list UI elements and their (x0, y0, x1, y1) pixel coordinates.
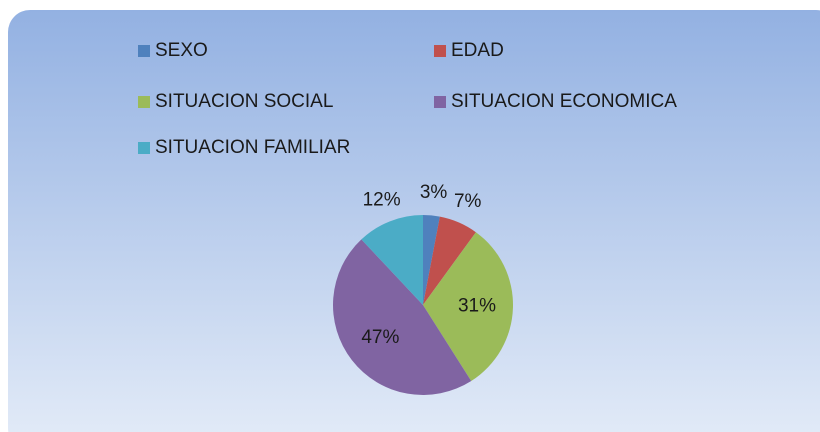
data-label: 12% (363, 189, 401, 210)
data-label: 3% (420, 182, 448, 203)
data-label: 7% (454, 191, 482, 212)
legend-label: EDAD (451, 40, 504, 61)
legend-swatch (434, 96, 446, 108)
pie-slice (332, 239, 472, 395)
legend-label: SITUACION FAMILIAR (155, 137, 350, 158)
legend-label: SITUACION SOCIAL (155, 91, 333, 112)
pie-slice (423, 232, 513, 381)
legend-swatch (138, 142, 150, 154)
pie-slice (423, 215, 440, 305)
legend-swatch (138, 96, 150, 108)
legend-label: SEXO (155, 40, 208, 61)
legend-label: SITUACION ECONOMICA (451, 91, 677, 112)
pie-slice (361, 215, 423, 305)
pie-slice (423, 216, 476, 305)
data-label: 31% (458, 296, 496, 317)
legend-swatch (434, 45, 446, 57)
legend-swatch (138, 45, 150, 57)
data-label: 47% (361, 327, 399, 348)
